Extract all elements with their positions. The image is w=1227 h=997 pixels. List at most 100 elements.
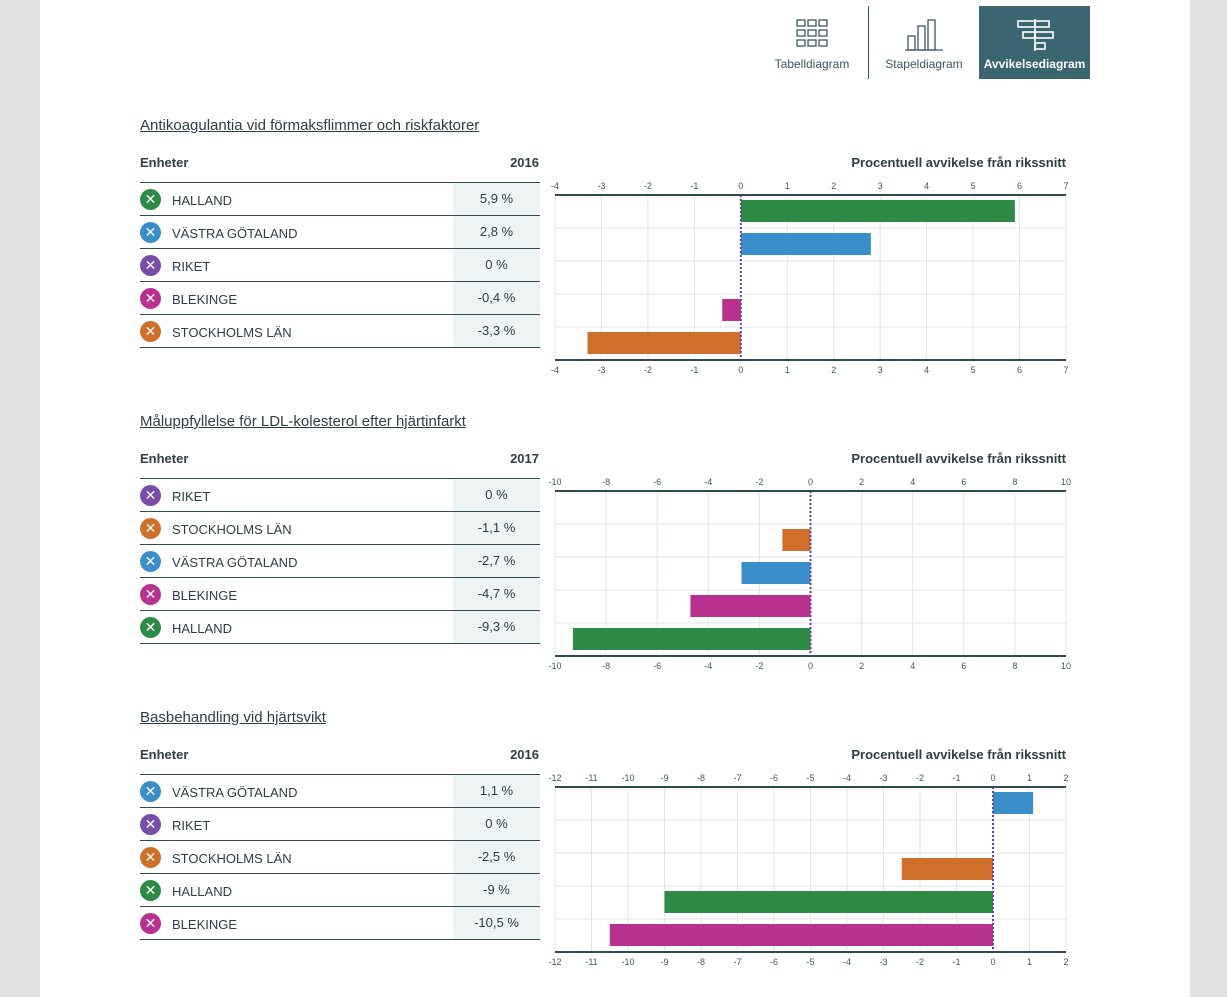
tick-label: 10 bbox=[1061, 477, 1071, 487]
bar bbox=[741, 562, 811, 584]
tick-label: 4 bbox=[924, 365, 929, 375]
unit-name: VÄSTRA GÖTALAND bbox=[172, 226, 298, 241]
indicator-title[interactable]: Måluppfyllelse för LDL-kolesterol efter … bbox=[140, 413, 466, 430]
tick-label: -1 bbox=[952, 957, 960, 967]
tick-label: 6 bbox=[1017, 365, 1022, 375]
bar bbox=[901, 858, 993, 880]
bar bbox=[740, 200, 1015, 222]
tick-label: 2 bbox=[859, 661, 864, 671]
remove-unit-button[interactable]: ✕ bbox=[140, 913, 161, 934]
deviation-chart: -4 -4 -3 -3 -2 -2 -1 -1 0 0 1 1 2 2 3 3 4 4 5 5 6 6 7 7 bbox=[551, 181, 1069, 375]
unit-value: -3,3 % bbox=[453, 315, 540, 347]
tick-label: 4 bbox=[910, 477, 915, 487]
deviation-chart-icon bbox=[1016, 19, 1054, 51]
tick-label: -3 bbox=[597, 365, 605, 375]
indicator-title[interactable]: Basbehandling vid hjärtsvikt bbox=[140, 709, 326, 726]
tick-label: 2 bbox=[1063, 773, 1068, 783]
tick-label: -6 bbox=[653, 661, 661, 671]
tick-label: -1 bbox=[690, 181, 698, 191]
tick-label: 3 bbox=[878, 181, 883, 191]
tick-label: -10 bbox=[621, 957, 634, 967]
unit-value: -9,3 % bbox=[453, 611, 540, 643]
tick-label: 5 bbox=[971, 365, 976, 375]
bar-chart-label: Stapeldiagram bbox=[885, 57, 963, 71]
axis-title: Procentuell avvikelse från rikssnitt bbox=[851, 451, 1066, 466]
unit-row: ✕ VÄSTRA GÖTALAND 2,8 % bbox=[140, 215, 540, 248]
tick-label: -11 bbox=[585, 957, 597, 967]
remove-unit-button[interactable]: ✕ bbox=[140, 255, 161, 276]
unit-value: 0 % bbox=[453, 808, 540, 840]
tick-label: 0 bbox=[738, 365, 743, 375]
table-chart-button[interactable]: Tabelldiagram bbox=[768, 6, 856, 79]
tick-label: -6 bbox=[770, 957, 778, 967]
tick-label: 6 bbox=[961, 477, 966, 487]
bar bbox=[664, 891, 993, 913]
tick-label: -11 bbox=[585, 773, 597, 783]
remove-unit-button[interactable]: ✕ bbox=[140, 880, 161, 901]
tick-label: -4 bbox=[704, 477, 712, 487]
table-chart-icon bbox=[796, 19, 828, 47]
remove-unit-button[interactable]: ✕ bbox=[140, 781, 161, 802]
unit-row: ✕ RIKET 0 % bbox=[140, 807, 540, 840]
unit-row: ✕ STOCKHOLMS LÄN -1,1 % bbox=[140, 511, 540, 544]
unit-name: HALLAND bbox=[172, 884, 232, 899]
remove-unit-button[interactable]: ✕ bbox=[140, 584, 161, 605]
tick-label: -10 bbox=[548, 661, 561, 671]
unit-name: VÄSTRA GÖTALAND bbox=[172, 785, 298, 800]
unit-value: 5,9 % bbox=[453, 183, 540, 215]
remove-unit-button[interactable]: ✕ bbox=[140, 485, 161, 506]
unit-name: BLEKINGE bbox=[172, 588, 238, 603]
tick-label: 6 bbox=[961, 661, 966, 671]
tick-label: 2 bbox=[831, 365, 836, 375]
tick-label: -2 bbox=[755, 477, 763, 487]
unit-value: -0,4 % bbox=[453, 282, 540, 314]
bar bbox=[572, 628, 811, 650]
remove-unit-button[interactable]: ✕ bbox=[140, 288, 161, 309]
deviation-chart: -10 -10 -8 -8 -6 -6 -4 -4 -2 -2 0 0 2 2 4 4 6 6 8 8 10 10 bbox=[548, 477, 1071, 671]
tick-label: -6 bbox=[653, 477, 661, 487]
bar bbox=[722, 299, 741, 321]
indicator-title[interactable]: Antikoagulantia vid förmaksflimmer och r… bbox=[140, 117, 480, 134]
tick-label: -8 bbox=[602, 661, 610, 671]
tick-label: -6 bbox=[770, 773, 778, 783]
tick-label: 7 bbox=[1063, 365, 1068, 375]
unit-list: ✕ RIKET 0 % ✕ STOCKHOLMS LÄN -1,1 % ✕ VÄSTRA … bbox=[140, 478, 540, 644]
deviation-chart-button[interactable]: Avvikelsediagram bbox=[979, 6, 1090, 79]
year-header: 2017 bbox=[510, 451, 539, 466]
unit-name: VÄSTRA GÖTALAND bbox=[172, 555, 298, 570]
unit-list: ✕ VÄSTRA GÖTALAND 1,1 % ✕ RIKET 0 % ✕ STOCKHO… bbox=[140, 774, 540, 940]
unit-row: ✕ HALLAND -9 % bbox=[140, 873, 540, 906]
unit-name: RIKET bbox=[172, 259, 211, 274]
unit-value: -9 % bbox=[453, 874, 540, 906]
tick-label: 10 bbox=[1061, 661, 1071, 671]
unit-row: ✕ VÄSTRA GÖTALAND 1,1 % bbox=[140, 774, 540, 807]
remove-unit-button[interactable]: ✕ bbox=[140, 222, 161, 243]
remove-unit-button[interactable]: ✕ bbox=[140, 551, 161, 572]
tick-label: 4 bbox=[924, 181, 929, 191]
unit-value: -2,5 % bbox=[453, 841, 540, 873]
unit-row: ✕ RIKET 0 % bbox=[140, 248, 540, 281]
tick-label: 0 bbox=[738, 181, 743, 191]
tick-label: 2 bbox=[831, 181, 836, 191]
remove-unit-button[interactable]: ✕ bbox=[140, 189, 161, 210]
indicator-section: Måluppfyllelse för LDL-kolesterol efter … bbox=[40, 413, 1190, 692]
tick-label: -8 bbox=[697, 773, 705, 783]
remove-unit-button[interactable]: ✕ bbox=[140, 321, 161, 342]
tick-label: -8 bbox=[602, 477, 610, 487]
unit-value: 0 % bbox=[453, 479, 540, 511]
remove-unit-button[interactable]: ✕ bbox=[140, 518, 161, 539]
unit-value: 2,8 % bbox=[453, 216, 540, 248]
tick-label: -5 bbox=[806, 773, 814, 783]
remove-unit-button[interactable]: ✕ bbox=[140, 617, 161, 638]
unit-row: ✕ STOCKHOLMS LÄN -3,3 % bbox=[140, 314, 540, 348]
unit-name: RIKET bbox=[172, 489, 211, 504]
tick-label: -4 bbox=[843, 773, 851, 783]
bar-chart-button[interactable]: Stapeldiagram bbox=[878, 6, 970, 79]
unit-row: ✕ BLEKINGE -4,7 % bbox=[140, 577, 540, 610]
unit-name: STOCKHOLMS LÄN bbox=[172, 522, 292, 537]
tick-label: -8 bbox=[697, 957, 705, 967]
unit-value: -1,1 % bbox=[453, 512, 540, 544]
remove-unit-button[interactable]: ✕ bbox=[140, 847, 161, 868]
remove-unit-button[interactable]: ✕ bbox=[140, 814, 161, 835]
unit-value: 0 % bbox=[453, 249, 540, 281]
